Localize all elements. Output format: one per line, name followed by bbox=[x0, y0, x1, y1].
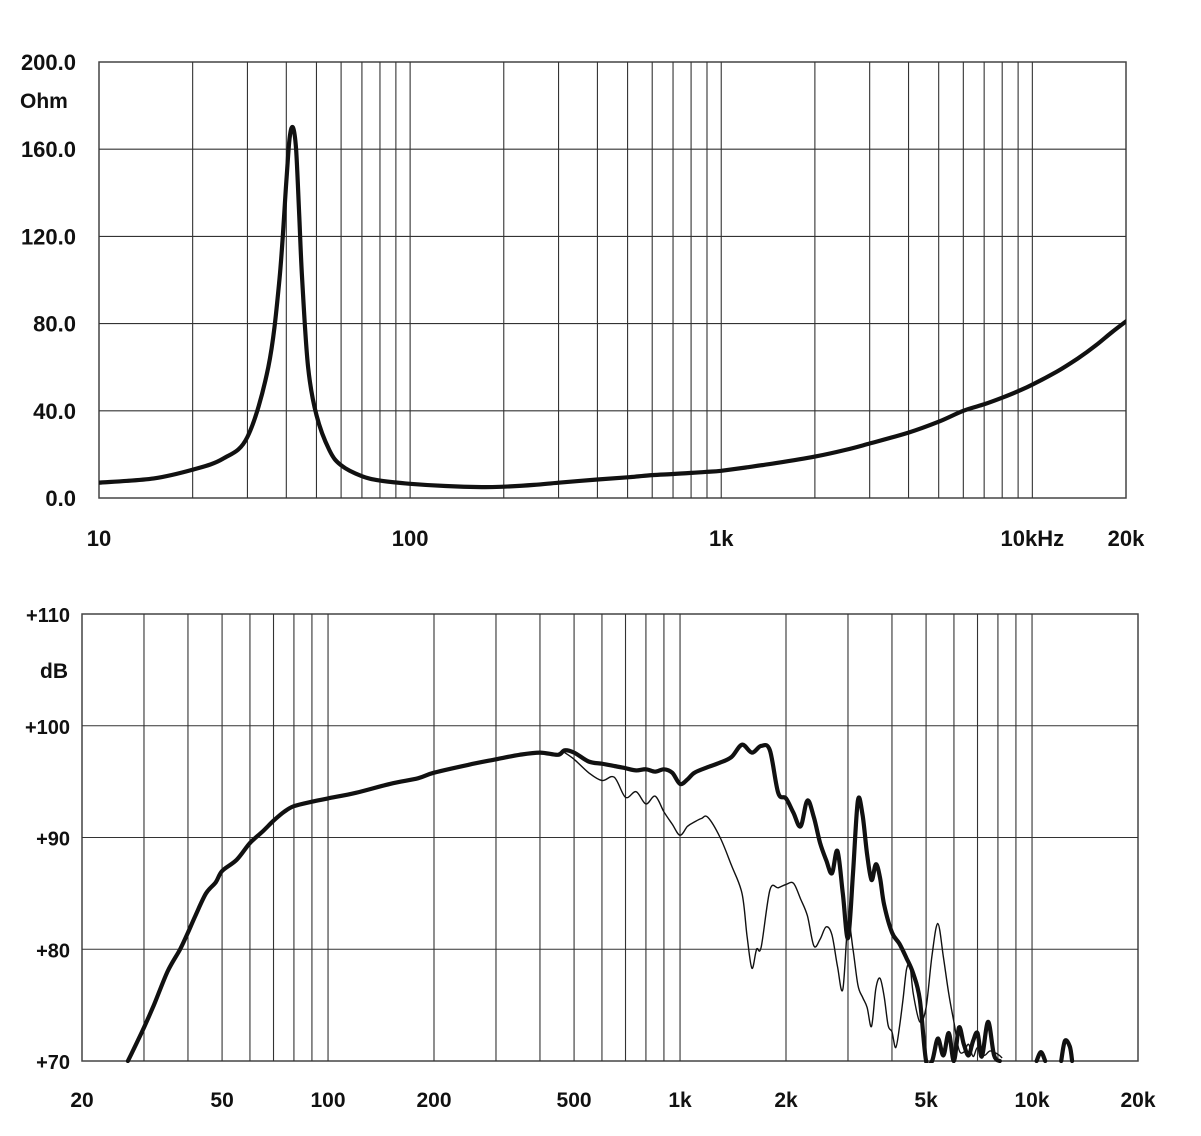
impedance-curve bbox=[99, 124, 1126, 490]
response-curve-on-axis bbox=[125, 742, 1002, 1063]
response-curve-on-axis-segment bbox=[1034, 1050, 1048, 1063]
impedance-chart: 0.0 40.0 80.0 120.0 160.0 200.0 10 100 1k 10kHz 2… bbox=[20, 50, 1145, 551]
x-tick-label: 20 bbox=[70, 1089, 93, 1112]
x-tick-label: 200 bbox=[416, 1089, 451, 1112]
x-tick-label: 20k bbox=[1120, 1089, 1155, 1112]
response-curve-off-axis bbox=[563, 751, 1003, 1059]
x-tick-label: 20k bbox=[1108, 526, 1145, 551]
x-tick-label: 10 bbox=[87, 526, 111, 551]
x-tick-label: 5k bbox=[914, 1089, 938, 1112]
y-axis-unit: dB bbox=[40, 660, 68, 683]
x-tick-label: 10kHz bbox=[1001, 526, 1065, 551]
y-tick-label: 80.0 bbox=[33, 312, 76, 337]
y-tick-label: +70 bbox=[36, 1052, 70, 1074]
x-tick-label: 10k bbox=[1015, 1089, 1050, 1112]
y-tick-label: +90 bbox=[36, 829, 70, 851]
x-tick-label: 1k bbox=[709, 526, 734, 551]
y-tick-label: 120.0 bbox=[21, 224, 76, 249]
x-tick-label: 50 bbox=[210, 1089, 233, 1112]
x-tick-label: 500 bbox=[557, 1089, 592, 1112]
plot-frame bbox=[98, 61, 1127, 499]
y-tick-label: +100 bbox=[25, 717, 70, 739]
y-tick-label: 160.0 bbox=[21, 137, 76, 162]
y-tick-label: +110 bbox=[26, 605, 70, 627]
y-tick-label: 200.0 bbox=[21, 50, 76, 75]
x-tick-label: 2k bbox=[774, 1089, 798, 1112]
response-curve-on-axis-segment bbox=[1059, 1038, 1075, 1063]
y-tick-label: 0.0 bbox=[45, 486, 76, 511]
y-tick-label: 40.0 bbox=[33, 399, 76, 424]
y-tick-label: +80 bbox=[36, 940, 70, 962]
x-tick-label: 100 bbox=[392, 526, 429, 551]
y-axis-unit: Ohm bbox=[20, 90, 68, 113]
x-tick-label: 1k bbox=[668, 1089, 692, 1112]
x-tick-label: 100 bbox=[311, 1089, 346, 1112]
spl-chart: +70 +80 +90 +100 +110 20 50 100 200 500 1k 2k 5k 10k… bbox=[25, 605, 1156, 1112]
